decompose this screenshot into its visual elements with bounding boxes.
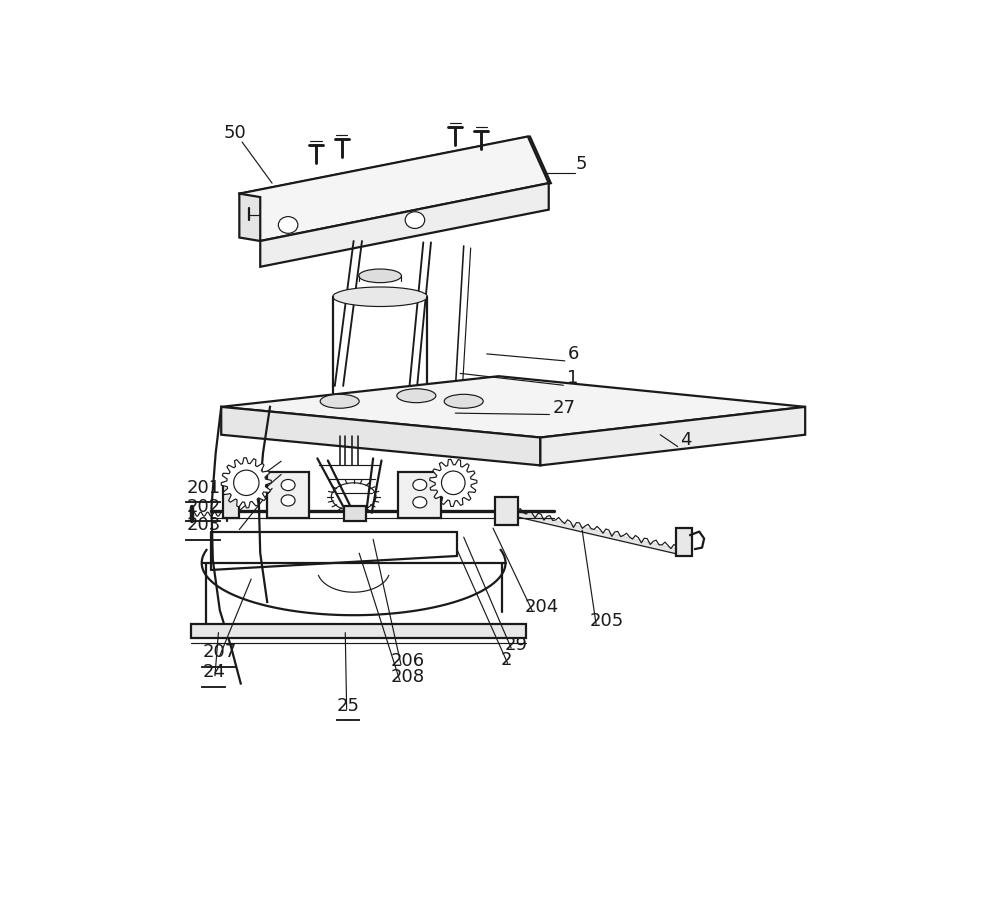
Ellipse shape — [413, 497, 427, 508]
Text: 4: 4 — [680, 431, 691, 449]
Text: 5: 5 — [575, 155, 587, 173]
Polygon shape — [239, 137, 549, 241]
Polygon shape — [267, 472, 309, 518]
Ellipse shape — [278, 216, 298, 233]
Polygon shape — [239, 194, 260, 241]
Ellipse shape — [397, 389, 436, 403]
Polygon shape — [223, 482, 239, 518]
Text: 2: 2 — [501, 651, 512, 669]
Text: 29: 29 — [504, 635, 527, 653]
Polygon shape — [495, 497, 518, 525]
Ellipse shape — [281, 495, 295, 506]
Ellipse shape — [405, 212, 425, 228]
Ellipse shape — [333, 395, 427, 414]
Polygon shape — [191, 624, 526, 638]
Polygon shape — [260, 183, 549, 267]
Text: 204: 204 — [525, 598, 559, 616]
Text: 24: 24 — [202, 663, 225, 681]
Ellipse shape — [413, 480, 427, 491]
Text: 201: 201 — [186, 479, 220, 497]
Ellipse shape — [323, 408, 437, 430]
Text: 25: 25 — [337, 697, 360, 715]
Text: 27: 27 — [553, 398, 576, 416]
Ellipse shape — [444, 395, 483, 408]
Ellipse shape — [333, 287, 427, 307]
Text: 1: 1 — [567, 369, 578, 387]
Polygon shape — [540, 407, 805, 465]
Ellipse shape — [359, 269, 401, 282]
Text: 206: 206 — [391, 653, 425, 671]
Text: 50: 50 — [223, 124, 246, 142]
Polygon shape — [221, 376, 805, 437]
Text: 202: 202 — [186, 498, 221, 516]
Polygon shape — [676, 529, 692, 556]
Ellipse shape — [320, 395, 359, 408]
Polygon shape — [430, 459, 477, 507]
Polygon shape — [221, 458, 271, 508]
Text: 203: 203 — [186, 517, 221, 534]
Polygon shape — [344, 506, 366, 521]
Polygon shape — [241, 137, 551, 241]
Polygon shape — [221, 407, 540, 465]
Text: 6: 6 — [568, 345, 580, 363]
Text: 205: 205 — [589, 612, 623, 630]
Text: 208: 208 — [391, 668, 425, 686]
Polygon shape — [398, 472, 441, 518]
Text: 207: 207 — [202, 643, 237, 662]
Polygon shape — [241, 194, 262, 241]
Ellipse shape — [281, 480, 295, 491]
